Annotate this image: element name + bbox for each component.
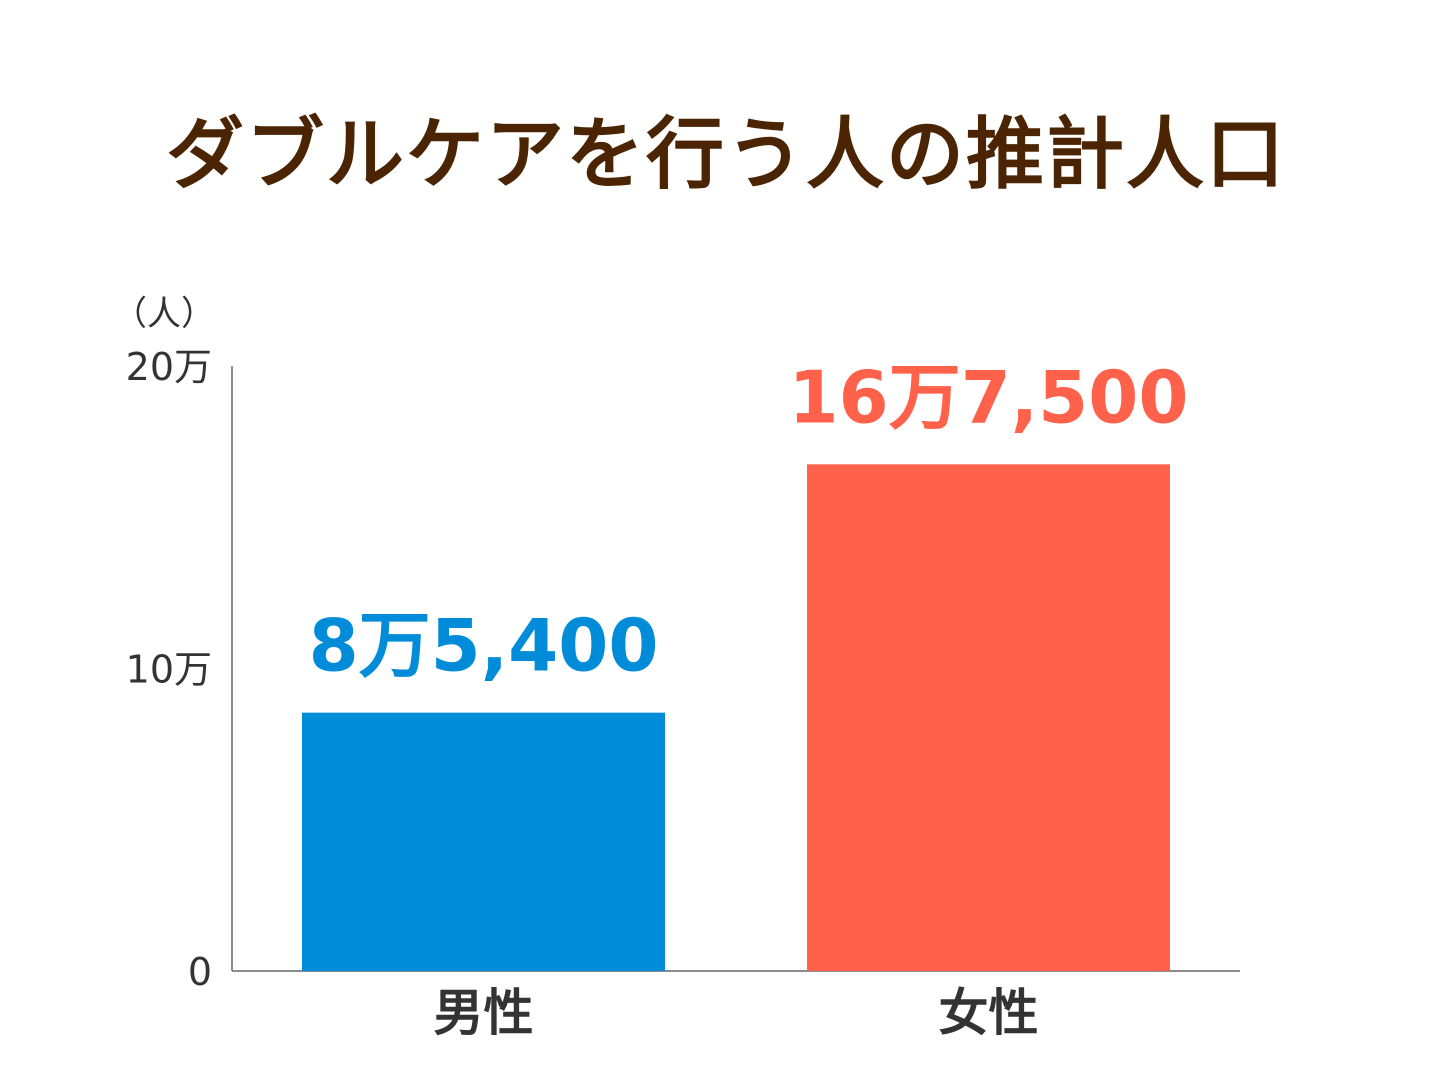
x-category-label: 男性 bbox=[434, 984, 534, 1042]
y-tick-label: 20万 bbox=[126, 345, 212, 389]
chart-title: ダブルケアを行う人の推計人口 bbox=[165, 110, 1286, 200]
y-tick-label: 0 bbox=[188, 950, 212, 994]
y-tick-label: 10万 bbox=[126, 648, 212, 692]
data-label: 8万5,400 bbox=[309, 604, 659, 688]
y-unit-label: （人） bbox=[113, 294, 215, 334]
data-label: 16万7,500 bbox=[789, 355, 1189, 439]
x-category-label: 女性 bbox=[939, 984, 1039, 1042]
bar-1 bbox=[302, 712, 665, 971]
bar-2 bbox=[807, 464, 1170, 971]
